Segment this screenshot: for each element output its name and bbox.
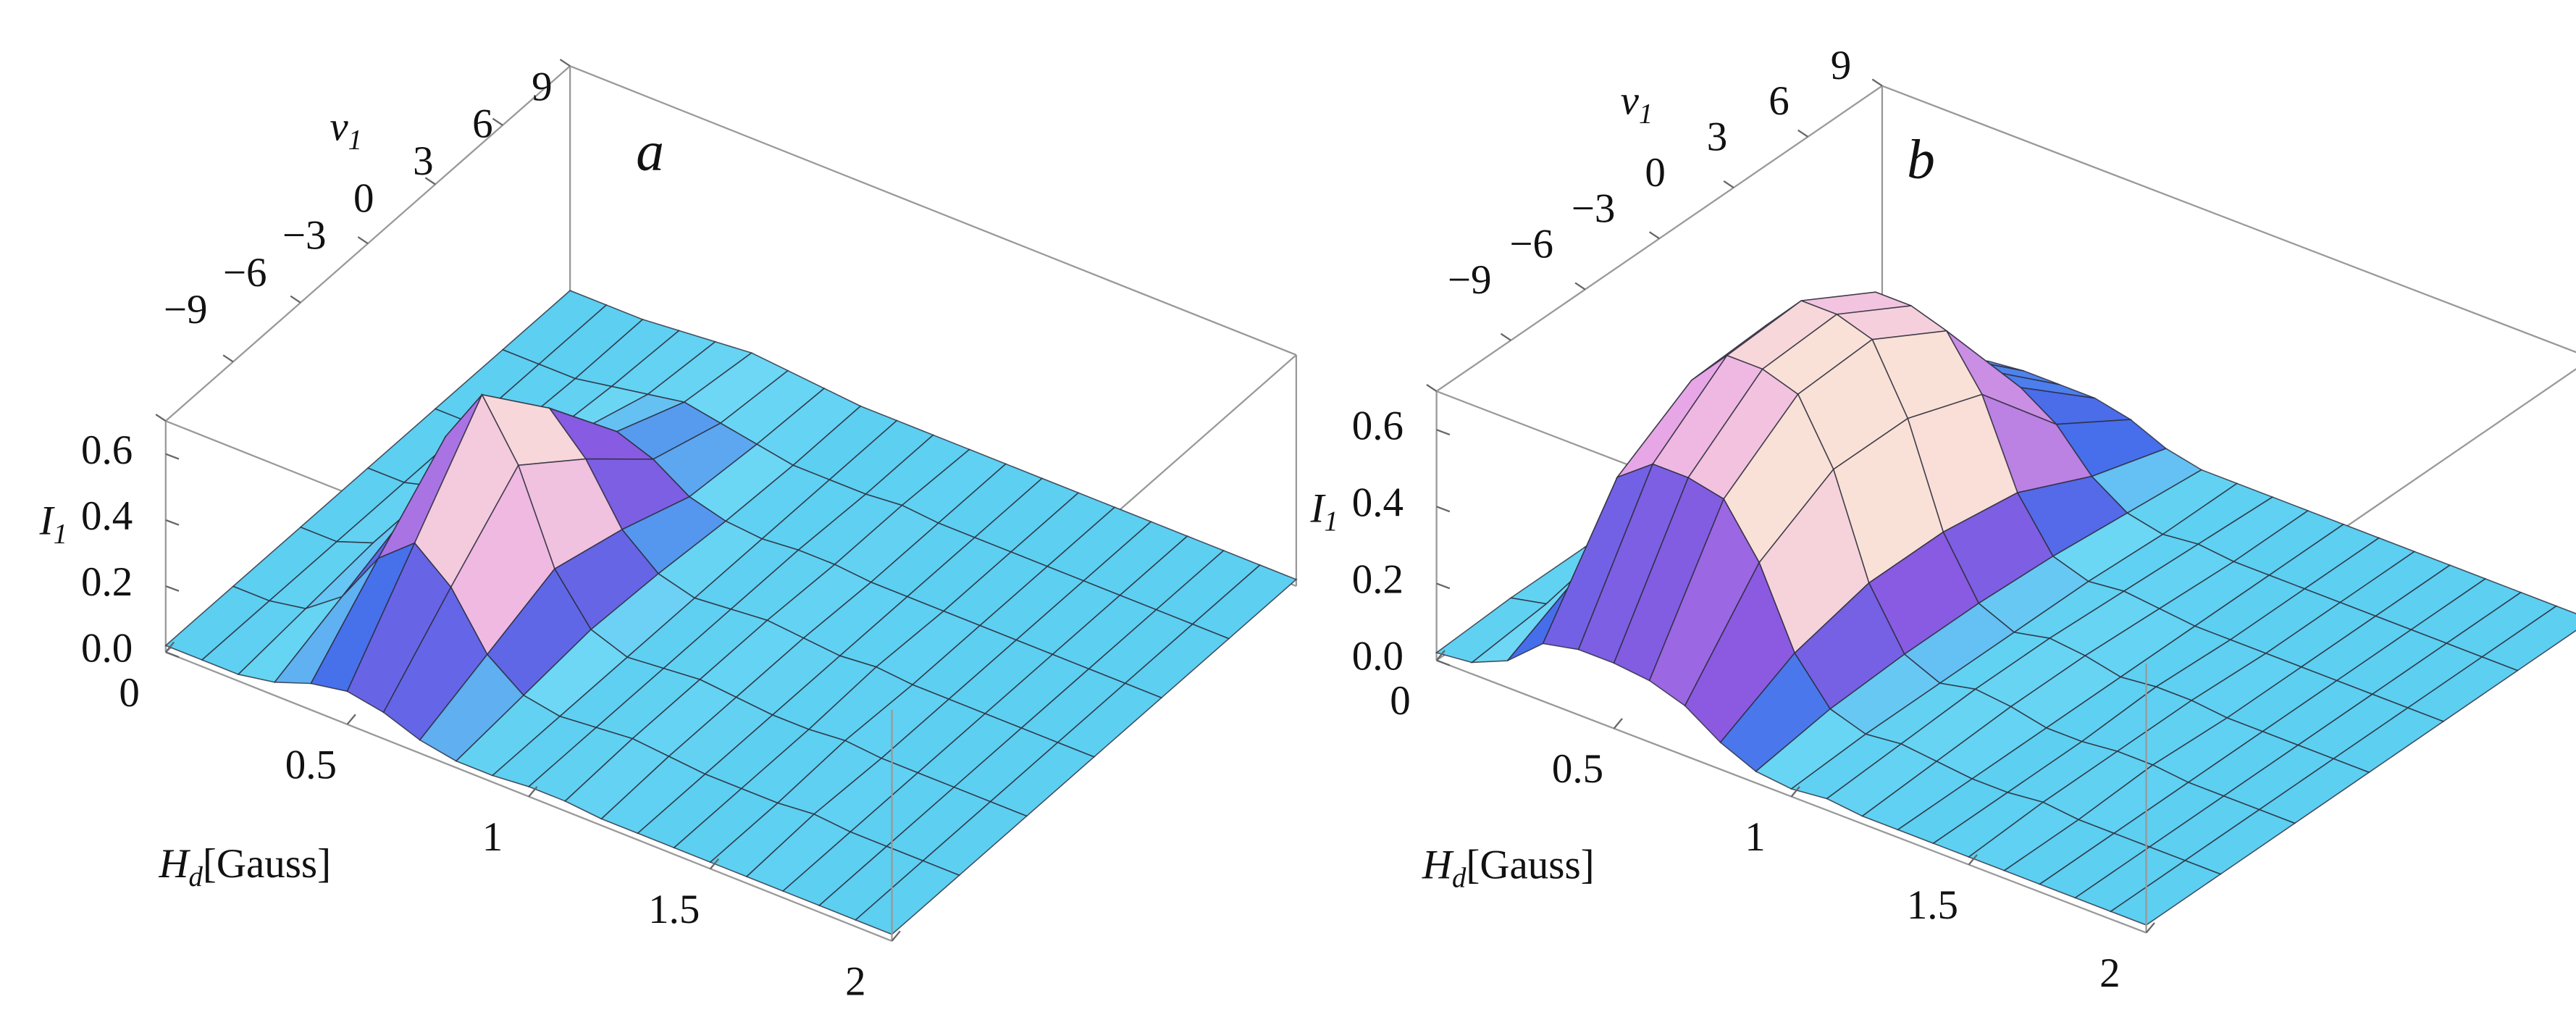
y-tick-label: 9 [1831,43,1851,88]
y-tick [1797,129,1809,138]
y-tick [1500,333,1511,341]
y-axis-label: v1 [330,104,362,156]
x-tick [164,641,175,653]
z-tick-label: 0.4 [1352,480,1404,525]
z-tick [1436,659,1451,666]
y-tick-label: −9 [1448,257,1492,303]
z-axis-label: I1 [1309,485,1338,537]
x-tick-label: 0.5 [285,743,337,788]
y-tick-label: −9 [164,287,208,333]
y-tick-label: −3 [1572,185,1616,231]
x-tick-label: 0 [1390,678,1410,724]
surface-patch [2109,860,2222,926]
y-tick [357,236,369,245]
x-axis-label: Hd[Gauss] [158,841,331,892]
y-tick [1723,180,1734,188]
x-tick [1790,786,1800,798]
axis-subscript: 1 [1639,99,1653,130]
x-tick [1435,650,1446,661]
z-tick [165,651,180,658]
z-axis-label: I1 [39,498,67,550]
x-tick-label: 2 [2099,950,2120,996]
x-tick [1968,854,1978,866]
y-tick-label: −3 [282,213,327,259]
y-tick-label: 0 [353,175,374,221]
axis-subscript: d [188,861,203,892]
axis-symbol: v [1621,78,1640,124]
axis-subscript: 1 [1324,506,1338,537]
y-tick-label: 6 [1769,78,1789,124]
x-tick [1613,718,1623,729]
z-tick-label: 0.0 [1352,634,1404,679]
panel-title: b [1907,128,1935,191]
surface-patch [854,860,961,935]
axis-symbol: H [158,841,190,887]
y-tick-label: 3 [1707,114,1727,160]
axis-symbol: I [39,498,56,544]
x-tick [709,858,720,870]
axis-subscript: d [1452,862,1467,893]
y-tick [424,177,436,185]
axis-symbol: H [1422,842,1454,887]
axis-symbol: I [1309,485,1326,531]
y-tick [1871,78,1883,87]
x-tick [891,930,901,942]
x-tick-label: 1.5 [648,887,700,932]
y-tick-label: 6 [472,101,492,147]
x-axis-label: Hd[Gauss] [1422,842,1595,893]
z-tick-label: 0.4 [81,493,133,539]
box-edge [569,65,1297,356]
x-tick-label: 0 [119,670,139,716]
y-axis-label: v1 [1621,78,1653,130]
z-tick [165,453,180,460]
y-tick [222,354,234,363]
z-tick [165,585,180,592]
y-tick [492,117,503,126]
z-tick-label: 0.0 [81,625,133,671]
z-tick-label: 0.2 [81,559,133,605]
z-tick [1436,582,1451,590]
y-tick [1426,384,1438,393]
panel-title: a [636,120,664,182]
x-tick-label: 2 [845,959,865,1005]
x-tick-label: 1.5 [1907,882,1958,928]
y-tick [1574,282,1586,290]
axis-subscript: 1 [348,124,362,155]
y-tick-label: 9 [532,64,552,109]
z-tick-label: 0.2 [1352,557,1404,603]
y-tick [155,414,167,422]
y-tick-label: −6 [223,250,267,296]
z-tick-label: 0.6 [81,427,133,473]
axis-subscript: 1 [54,519,67,550]
y-tick [559,59,571,67]
x-tick-label: 1 [482,814,503,860]
x-tick-label: 1 [1745,814,1765,860]
axis-unit: [Gauss] [203,841,331,887]
y-tick-label: −6 [1509,222,1553,267]
z-tick-label: 0.6 [1352,403,1404,448]
z-tick [1436,506,1451,513]
x-tick-label: 0.5 [1552,746,1603,792]
y-tick [290,295,301,304]
axis-unit: [Gauss] [1466,842,1594,887]
axis-symbol: v [330,104,348,150]
x-tick [346,714,356,725]
z-tick [165,519,180,526]
z-tick [1436,429,1451,436]
y-tick [1648,231,1660,240]
x-tick [2145,922,2155,934]
y-tick-label: 3 [413,138,433,184]
x-tick [528,786,538,798]
y-tick-label: 0 [1645,150,1665,196]
box-edge [1881,85,2576,354]
